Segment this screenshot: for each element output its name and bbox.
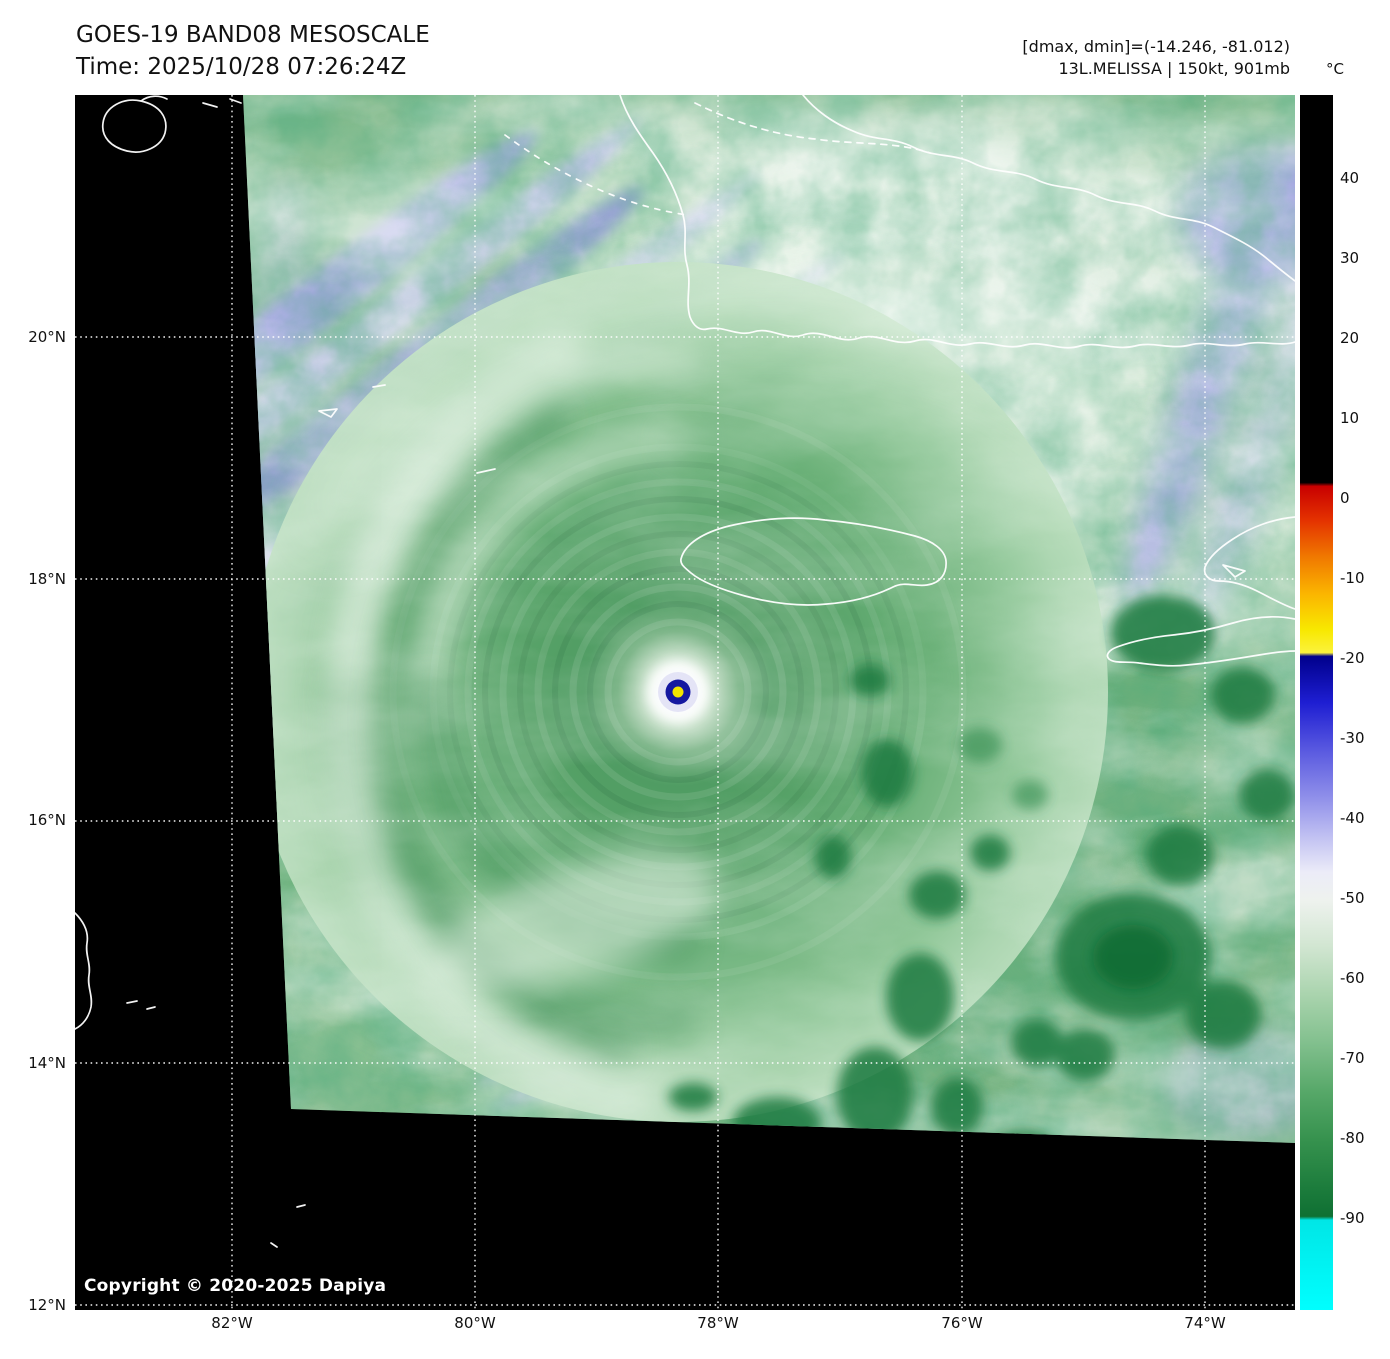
lat-label-14n: 14°N xyxy=(28,1054,66,1072)
page-title: GOES-19 BAND08 MESOSCALE xyxy=(76,22,430,48)
colorbar-tick-m40: -40 xyxy=(1340,809,1365,827)
storm-info-label: 13L.MELISSA | 150kt, 901mb xyxy=(1058,59,1290,78)
colorbar-tick-m50: -50 xyxy=(1340,889,1365,907)
dmax-dmin-label: [dmax, dmin]=(-14.246, -81.012) xyxy=(1022,37,1290,56)
colorbar-tick-m80: -80 xyxy=(1340,1129,1365,1147)
colorbar-tick-m20: -20 xyxy=(1340,649,1365,667)
lat-label-16n: 16°N xyxy=(28,811,66,829)
satellite-image-panel: Copyright © 2020-2025 Dapiya xyxy=(75,95,1295,1310)
header-meta: [dmax, dmin]=(-14.246, -81.012) 13L.MELI… xyxy=(1022,36,1290,80)
hurricane-eye xyxy=(648,662,708,722)
satellite-data-swath xyxy=(243,95,1295,1143)
lat-label-12n: 12°N xyxy=(28,1296,66,1314)
copyright-label: Copyright © 2020-2025 Dapiya xyxy=(84,1276,387,1296)
lon-label-82w: 82°W xyxy=(211,1314,253,1332)
gridlines xyxy=(75,95,1295,1310)
colorbar-tick-0: 0 xyxy=(1340,489,1350,507)
colorbar-tick-40: 40 xyxy=(1340,169,1360,187)
colorbar-tick-m70: -70 xyxy=(1340,1049,1365,1067)
lon-label-74w: 74°W xyxy=(1184,1314,1226,1332)
satellite-image xyxy=(75,95,1295,1310)
colorbar-unit-label: °C xyxy=(1326,60,1344,78)
lat-label-18n: 18°N xyxy=(28,570,66,588)
timestamp-label: Time: 2025/10/28 07:26:24Z xyxy=(76,54,407,80)
lon-label-76w: 76°W xyxy=(941,1314,983,1332)
colorbar-tick-m30: -30 xyxy=(1340,729,1365,747)
colorbar-tick-m10: -10 xyxy=(1340,569,1365,587)
lat-label-20n: 20°N xyxy=(28,328,66,346)
lon-label-78w: 78°W xyxy=(697,1314,739,1332)
colorbar-tick-10: 10 xyxy=(1340,409,1360,427)
coastlines xyxy=(75,95,1295,1248)
colorbar-tick-30: 30 xyxy=(1340,249,1360,267)
colorbar-tick-20: 20 xyxy=(1340,329,1360,347)
colorbar-tick-m60: -60 xyxy=(1340,969,1365,987)
lon-label-80w: 80°W xyxy=(454,1314,496,1332)
colorbar-gradient xyxy=(1300,95,1333,1310)
colorbar-tick-m90: -90 xyxy=(1340,1209,1365,1227)
